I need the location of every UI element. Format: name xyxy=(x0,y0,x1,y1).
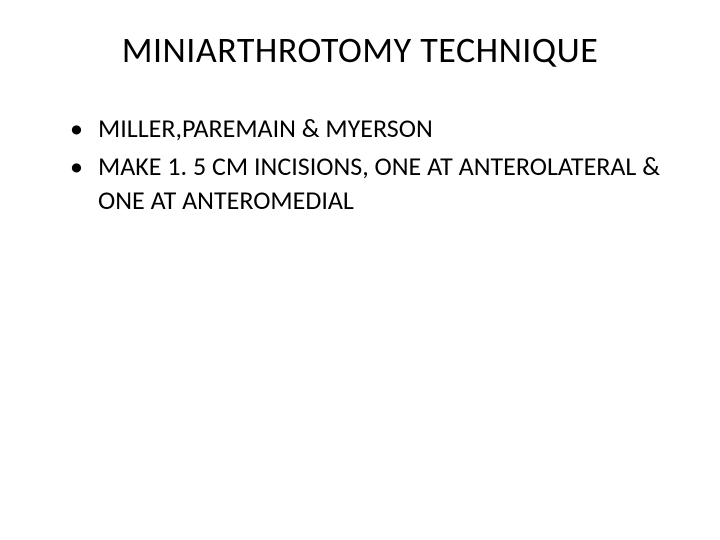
slide-title: MINIARTHROTOMY TECHNIQUE xyxy=(50,28,670,72)
list-item: MAKE 1. 5 CM INCISIONS, ONE AT ANTEROLAT… xyxy=(70,150,670,218)
list-item: MILLER,PAREMAIN & MYERSON xyxy=(70,112,670,146)
bullet-list: MILLER,PAREMAIN & MYERSON MAKE 1. 5 CM I… xyxy=(50,112,670,217)
